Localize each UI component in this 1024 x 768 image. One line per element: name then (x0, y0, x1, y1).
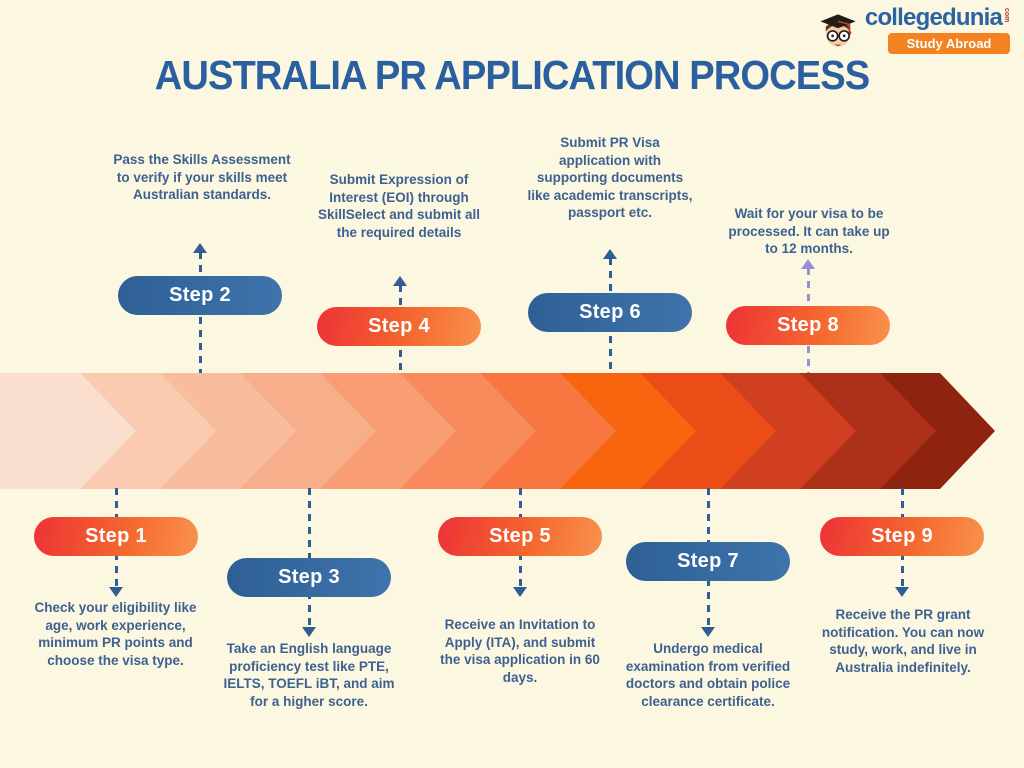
step-1-label: Step 1 (85, 525, 147, 547)
step-5-pill: Step 5 (438, 517, 602, 556)
step-2-label: Step 2 (169, 284, 231, 306)
step-9-pill: Step 9 (820, 517, 984, 556)
step-5-description: Receive an Invitation to Apply (ITA), an… (440, 617, 600, 685)
step-2-description: Pass the Skills Assessment to verify if … (113, 152, 291, 203)
step-4-label: Step 4 (368, 315, 430, 337)
step-9-description: Receive the PR grant notification. You c… (821, 607, 985, 675)
step-1-description: Check your eligibility like age, work ex… (34, 600, 197, 668)
brand-suffix: com (1003, 8, 1010, 23)
step-8-pill: Step 8 (726, 306, 890, 345)
step-7-description: Undergo medical examination from verifie… (625, 641, 791, 709)
step-4-description: Submit Expression of Interest (EOI) thro… (317, 172, 481, 240)
step-4-pill: Step 4 (317, 307, 481, 346)
collegedunia-logo[interactable]: collegedunia com Study Abroad (815, 6, 1010, 57)
step-9-label: Step 9 (871, 525, 933, 547)
step-8-description: Wait for your visa to be processed. It c… (728, 206, 890, 257)
mascot-icon (815, 6, 861, 57)
step-3-label: Step 3 (278, 566, 340, 588)
step-5-label: Step 5 (489, 525, 551, 547)
study-abroad-badge[interactable]: Study Abroad (888, 33, 1010, 54)
step-6-label: Step 6 (579, 301, 641, 323)
step-1-pill: Step 1 (34, 517, 198, 556)
step-7-pill: Step 7 (626, 542, 790, 581)
brand-name: collegedunia (864, 4, 1003, 31)
page-title: AUSTRALIA PR APPLICATION PROCESS (154, 52, 870, 98)
step-6-pill: Step 6 (528, 293, 692, 332)
process-arrow-band (0, 373, 995, 489)
step-8-label: Step 8 (777, 314, 839, 336)
step-6-description: Submit PR Visa application with supporti… (527, 135, 693, 221)
step-7-label: Step 7 (677, 550, 739, 572)
step-3-pill: Step 3 (227, 558, 391, 597)
step-3-description: Take an English language proficiency tes… (223, 641, 395, 709)
step-2-pill: Step 2 (118, 276, 282, 315)
